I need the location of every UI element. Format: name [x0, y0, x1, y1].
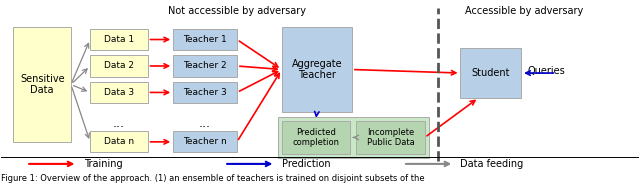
Text: Data feeding: Data feeding	[461, 159, 524, 169]
Text: Data n: Data n	[104, 137, 134, 146]
FancyBboxPatch shape	[356, 121, 425, 154]
FancyBboxPatch shape	[173, 82, 237, 103]
FancyBboxPatch shape	[278, 117, 429, 158]
Text: Accessible by adversary: Accessible by adversary	[465, 6, 584, 16]
FancyBboxPatch shape	[90, 29, 148, 50]
Text: Incomplete
Public Data: Incomplete Public Data	[367, 128, 415, 147]
FancyBboxPatch shape	[173, 55, 237, 77]
FancyBboxPatch shape	[90, 55, 148, 77]
Text: Figure 1: Overview of the approach. (1) an ensemble of teachers is trained on di: Figure 1: Overview of the approach. (1) …	[1, 174, 424, 183]
Text: Not accessible by adversary: Not accessible by adversary	[168, 6, 306, 16]
FancyBboxPatch shape	[461, 48, 521, 98]
Text: Teacher 1: Teacher 1	[183, 35, 227, 44]
FancyBboxPatch shape	[90, 131, 148, 152]
Text: Teacher 3: Teacher 3	[183, 88, 227, 97]
Text: Data 2: Data 2	[104, 61, 134, 70]
FancyBboxPatch shape	[173, 131, 237, 152]
FancyBboxPatch shape	[282, 121, 350, 154]
FancyBboxPatch shape	[173, 29, 237, 50]
Text: Data 3: Data 3	[104, 88, 134, 97]
Text: ...: ...	[113, 117, 125, 130]
FancyBboxPatch shape	[90, 82, 148, 103]
Text: Queries: Queries	[527, 66, 565, 76]
Text: Aggregate
Teacher: Aggregate Teacher	[291, 59, 342, 80]
Text: Teacher n: Teacher n	[183, 137, 227, 146]
Text: Sensitive
Data: Sensitive Data	[20, 74, 65, 95]
Text: Student: Student	[472, 68, 510, 78]
FancyBboxPatch shape	[13, 27, 71, 142]
Text: Training: Training	[84, 159, 122, 169]
Text: Data 1: Data 1	[104, 35, 134, 44]
Text: Prediction: Prediction	[282, 159, 330, 169]
Text: Predicted
completion: Predicted completion	[292, 128, 339, 147]
FancyBboxPatch shape	[282, 27, 352, 112]
Text: Teacher 2: Teacher 2	[183, 61, 227, 70]
Text: ...: ...	[199, 117, 211, 130]
